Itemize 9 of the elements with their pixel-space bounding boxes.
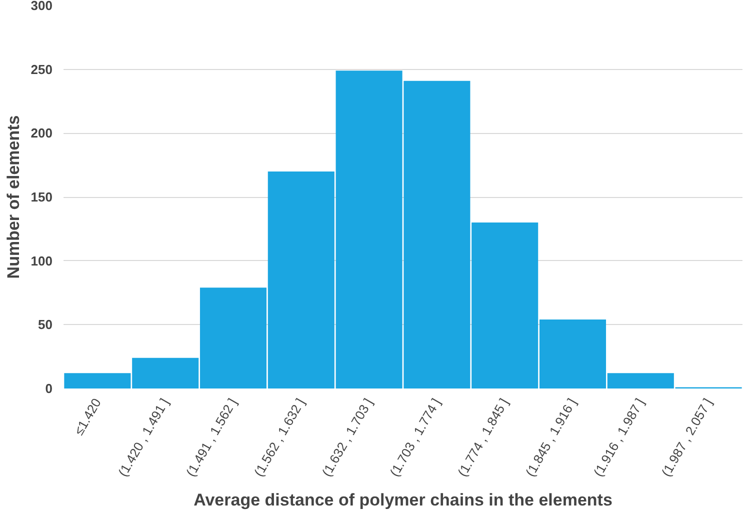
y-tick-label: 150 [30, 190, 53, 204]
y-tick-label: 300 [30, 0, 53, 13]
y-tick-label: 250 [30, 62, 53, 77]
y-tick-label: 200 [30, 126, 53, 141]
y-tick-label: 0 [45, 381, 53, 396]
y-tick-label: 100 [30, 253, 53, 268]
x-axis-title: Average distance of polymer chains in the elements [194, 490, 612, 510]
y-tick-label: 50 [38, 317, 53, 332]
y-axis-title: Number of elements [4, 115, 23, 279]
